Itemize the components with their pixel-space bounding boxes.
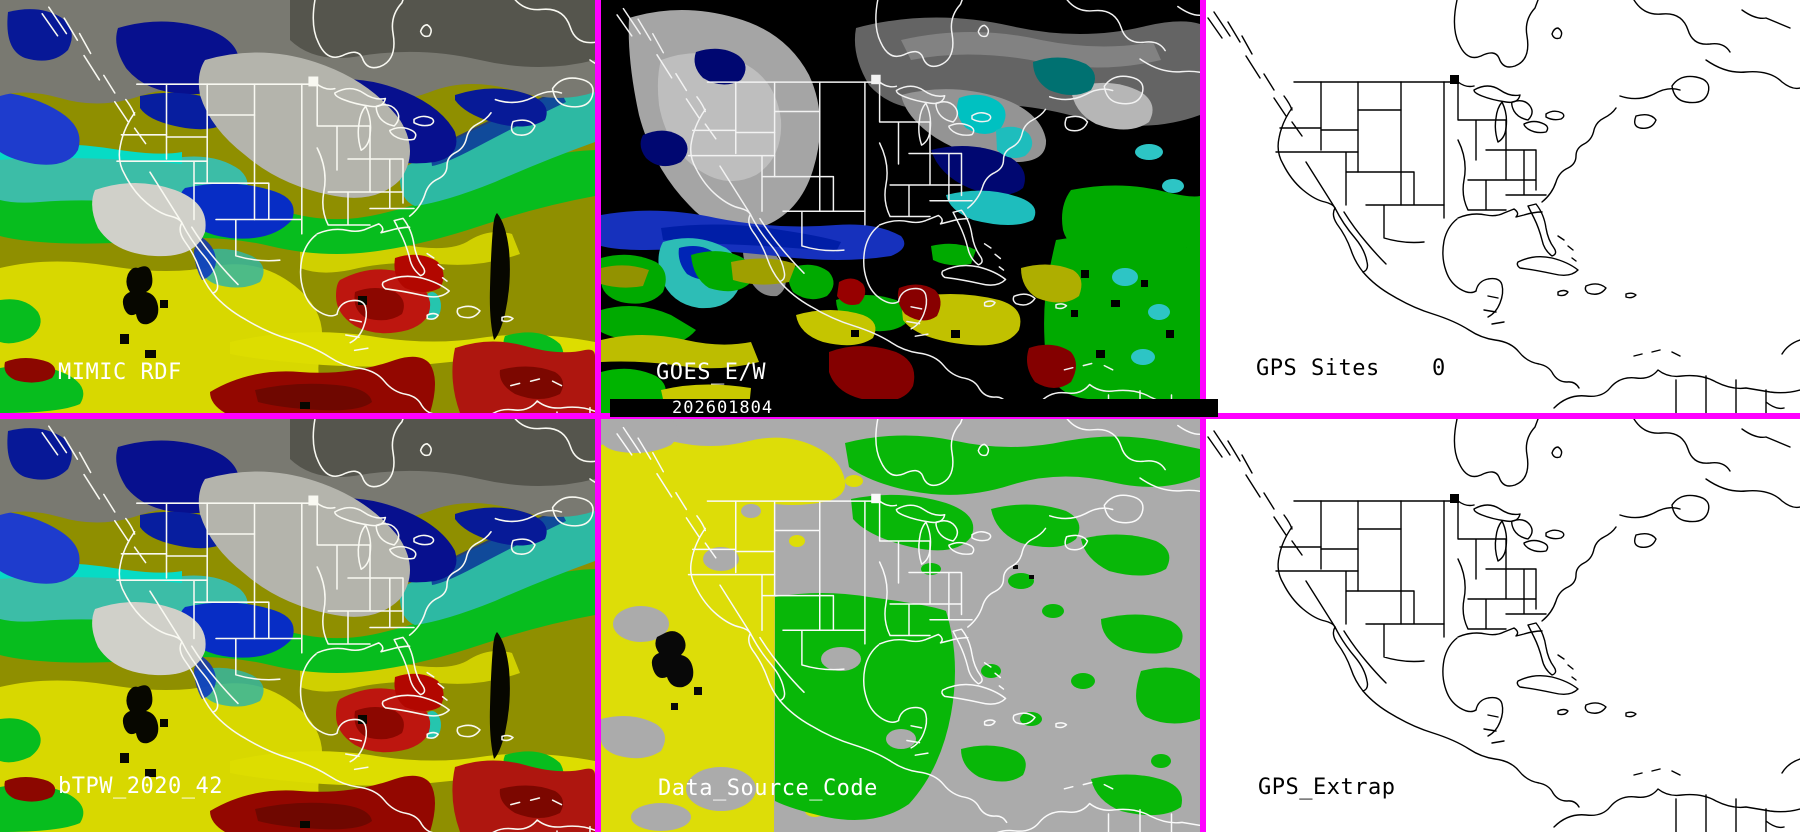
timestamp-text: 202601804 [672,398,774,418]
panel-btpw: bTPW_2020_42 [0,419,595,832]
gps-sites-count: 0 [1432,356,1446,381]
btpw-satellite-image [0,419,595,832]
gps-extrap-map [1206,419,1800,832]
timestamp-bar: 202601804 [610,398,1218,418]
panel-gps-sites: GPS Sites 0 [1206,0,1800,413]
goes-ew-satellite-image [601,0,1200,413]
panel-gps-extrap: GPS_Extrap [1206,419,1800,832]
gps-sites-map [1206,0,1800,413]
gps-extrap-label: GPS_Extrap [1258,775,1396,800]
panel-mimic-rdf: MIMIC RDF [0,0,595,413]
mimic-rdf-satellite-image [0,0,595,413]
data-source-code-map [601,419,1200,832]
btpw-label: bTPW_2020_42 [58,774,223,799]
gps-sites-label: GPS Sites [1256,356,1380,381]
panel-goes-ew: GOES_E/W [601,0,1200,413]
panel-data-source-code: Data_Source_Code [601,419,1200,832]
mimic-rdf-label: MIMIC RDF [58,360,182,385]
goes-ew-label: GOES_E/W [656,360,766,385]
data-source-code-label: Data_Source_Code [658,776,878,801]
